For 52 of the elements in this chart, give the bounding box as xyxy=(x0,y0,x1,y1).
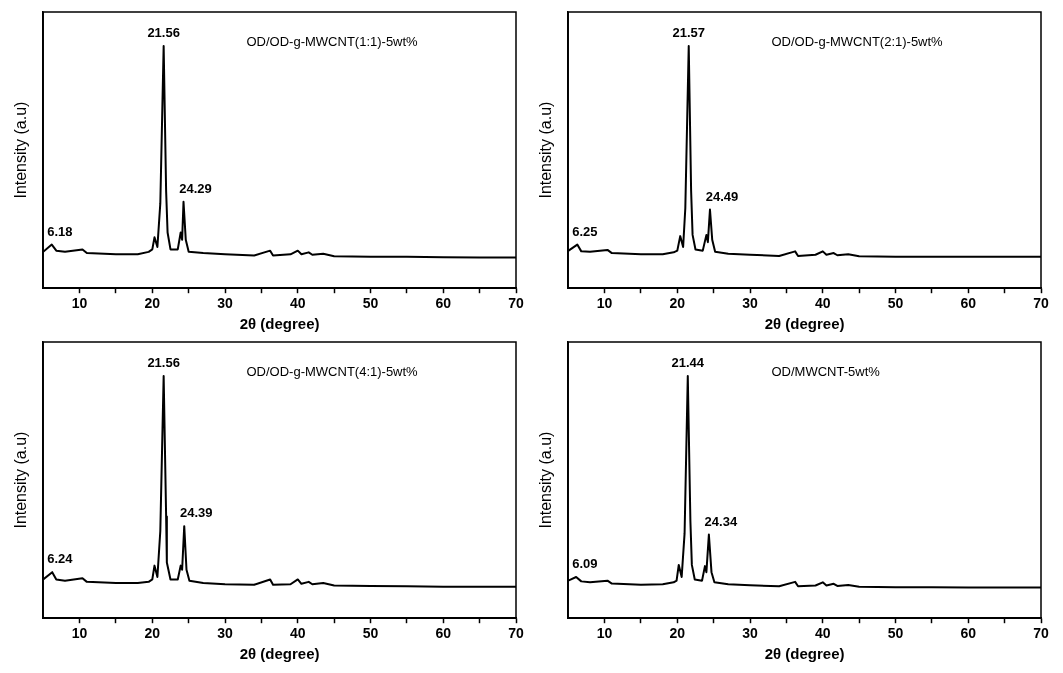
x-tick-label: 10 xyxy=(71,625,88,642)
x-tick-label: 20 xyxy=(669,625,686,642)
x-tick-label: 50 xyxy=(362,295,379,312)
y-axis-title: Intensity (a.u) xyxy=(537,431,555,529)
x-tick-label: 70 xyxy=(1033,295,1049,312)
x-tick-label: 20 xyxy=(669,295,686,312)
annotation: 21.56 xyxy=(147,355,180,370)
x-tick-label: 10 xyxy=(596,295,613,312)
x-axis-title: 2θ (degree) xyxy=(239,315,320,333)
y-axis-title: Intensity (a.u) xyxy=(12,101,30,199)
annotation: OD/OD-g-MWCNT(2:1)-5wt% xyxy=(771,33,944,49)
x-tick-label: 30 xyxy=(217,625,234,642)
x-tick-label: 50 xyxy=(362,625,379,642)
x-tick-label: 40 xyxy=(815,625,831,642)
x-axis-title: 2θ (degree) xyxy=(764,645,845,663)
x-tick-label: 40 xyxy=(290,295,306,312)
x-tick-label: 50 xyxy=(887,295,904,312)
x-tick-label: 30 xyxy=(742,625,759,642)
x-tick-label: 40 xyxy=(815,295,831,312)
x-tick-label: 60 xyxy=(960,295,977,312)
annotation: 21.57 xyxy=(672,25,705,40)
x-tick-label: 60 xyxy=(435,295,452,312)
annotation: 21.56 xyxy=(147,25,180,40)
annotation: 6.24 xyxy=(47,551,74,567)
annotation: 24.39 xyxy=(179,505,213,521)
x-tick-label: 70 xyxy=(508,625,524,642)
x-tick-label: 40 xyxy=(290,625,306,642)
x-tick-label: 30 xyxy=(742,295,759,312)
annotation: OD/OD-g-MWCNT(4:1)-5wt% xyxy=(246,363,419,379)
y-axis-title: Intensity (a.u) xyxy=(12,431,30,529)
y-axis-title: Intensity (a.u) xyxy=(537,101,555,199)
x-axis-title: 2θ (degree) xyxy=(764,315,845,333)
x-tick-label: 10 xyxy=(596,625,613,642)
x-tick-label: 70 xyxy=(508,295,524,312)
x-tick-label: 60 xyxy=(960,625,977,642)
annotation: 6.25 xyxy=(572,223,598,239)
annotation: 24.34 xyxy=(704,513,738,529)
annotation: 24.49 xyxy=(705,188,739,204)
x-tick-label: 30 xyxy=(217,295,234,312)
annotation: 6.18 xyxy=(47,223,73,239)
x-tick-label: 60 xyxy=(435,625,452,642)
x-tick-label: 10 xyxy=(71,295,88,312)
annotation: OD/OD-g-MWCNT(1:1)-5wt% xyxy=(246,33,419,49)
x-tick-label: 50 xyxy=(887,625,904,642)
annotation: 6.09 xyxy=(572,556,598,572)
annotation: 21.44 xyxy=(671,355,705,370)
x-tick-label: 20 xyxy=(144,295,161,312)
annotation: 24.29 xyxy=(179,180,212,196)
x-tick-label: 70 xyxy=(1033,625,1049,642)
x-tick-label: 20 xyxy=(144,625,161,642)
annotation: OD/MWCNT-5wt% xyxy=(771,363,881,379)
x-axis-title: 2θ (degree) xyxy=(239,645,320,663)
